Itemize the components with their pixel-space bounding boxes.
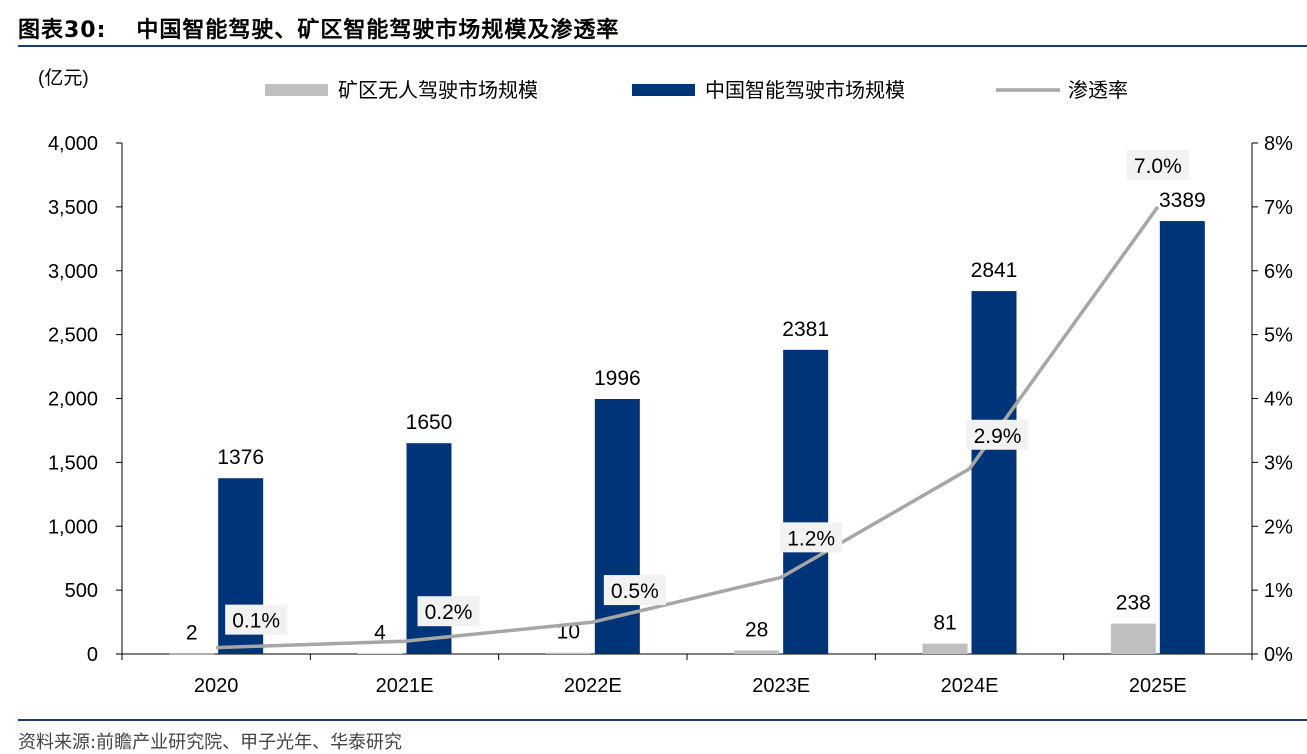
y-tick-label: 1,500 <box>48 452 98 474</box>
x-tick-label: 2021E <box>376 675 434 697</box>
legend-label-china: 中国智能驾驶市场规模 <box>705 79 905 102</box>
figure-title-text: 中国智能驾驶、矿区智能驾驶市场规模及渗透率 <box>136 18 620 43</box>
x-tick-label: 2024E <box>941 675 999 697</box>
y-tick-label: 0 <box>87 644 98 666</box>
mining-bar <box>545 652 591 654</box>
rate-value-label: 1.2% <box>787 527 835 550</box>
rate-value-label: 7.0% <box>1134 155 1182 178</box>
y-unit-label: (亿元) <box>38 67 89 89</box>
bottom-rule <box>18 719 1307 721</box>
rate-label-box <box>225 604 288 635</box>
china-value-label: 3389 <box>1159 189 1206 212</box>
legend-swatch-china <box>632 84 695 96</box>
y2-tick-label: 0% <box>1264 644 1293 666</box>
rate-label-box <box>1126 149 1189 180</box>
china-bar <box>783 349 829 654</box>
y-tick-label: 500 <box>65 580 98 602</box>
mining-bar <box>1110 623 1156 654</box>
mining-value-label: 4 <box>374 621 386 644</box>
china-value-label: 1650 <box>406 411 453 434</box>
x-tick-label: 2022E <box>564 675 622 697</box>
mining-value-label: 28 <box>745 618 768 641</box>
y2-tick-label: 6% <box>1264 261 1293 283</box>
china-value-label: 1996 <box>594 367 641 390</box>
y-tick-label: 4,000 <box>48 133 98 155</box>
y2-tick-label: 5% <box>1264 325 1293 347</box>
x-tick-label: 2020 <box>194 675 239 697</box>
y2-tick-label: 3% <box>1264 452 1293 474</box>
y2-tick-label: 8% <box>1264 133 1293 155</box>
y-tick-label: 2,000 <box>48 389 98 411</box>
mining-bar <box>734 650 780 654</box>
mining-bar <box>169 653 215 655</box>
rate-label-box <box>780 522 843 553</box>
rate-label-box <box>966 419 1029 450</box>
y2-tick-label: 7% <box>1264 197 1293 219</box>
y-tick-label: 3,000 <box>48 261 98 283</box>
china-bar <box>971 291 1017 654</box>
rate-value-label: 0.2% <box>425 601 473 624</box>
legend-label-rate: 渗透率 <box>1068 79 1128 102</box>
source-note: 资料来源:前瞻产业研究院、甲子光年、华泰研究 <box>18 732 403 753</box>
rate-value-label: 2.9% <box>974 425 1022 448</box>
figure-title: 图表30: 中国智能驾驶、矿区智能驾驶市场规模及渗透率 <box>18 12 619 44</box>
y2-tick-label: 4% <box>1264 389 1293 411</box>
china-value-label: 2381 <box>782 318 829 341</box>
mining-value-label: 238 <box>1116 592 1151 615</box>
y-tick-label: 2,500 <box>48 325 98 347</box>
y2-tick-label: 1% <box>1264 580 1293 602</box>
mining-value-label: 2 <box>186 622 198 645</box>
rate-label-box <box>417 596 480 627</box>
rate-label-box <box>603 575 666 606</box>
china-bar <box>1159 221 1205 655</box>
figure-label: 图表30: <box>18 18 107 43</box>
mining-bar <box>357 653 403 654</box>
rate-value-label: 0.5% <box>611 580 659 603</box>
legend-label-mining: 矿区无人驾驶市场规模 <box>338 79 538 102</box>
top-rule <box>18 45 1307 47</box>
mining-bar <box>922 643 968 654</box>
china-value-label: 1376 <box>217 446 264 469</box>
legend-swatch-mining <box>265 84 328 96</box>
chart: 0 500 1,000 1,500 2,000 2,500 3,000 3,500 4,000 0… <box>38 67 1293 697</box>
y2-tick-label: 2% <box>1264 516 1293 538</box>
x-tick-label: 2025E <box>1129 675 1187 697</box>
rate-value-label: 0.1% <box>232 610 280 633</box>
mining-value-label: 81 <box>933 612 956 635</box>
china-value-label: 2841 <box>971 259 1018 282</box>
x-tick-label: 2023E <box>752 675 810 697</box>
y-tick-label: 3,500 <box>48 197 98 219</box>
y-tick-label: 1,000 <box>48 516 98 538</box>
